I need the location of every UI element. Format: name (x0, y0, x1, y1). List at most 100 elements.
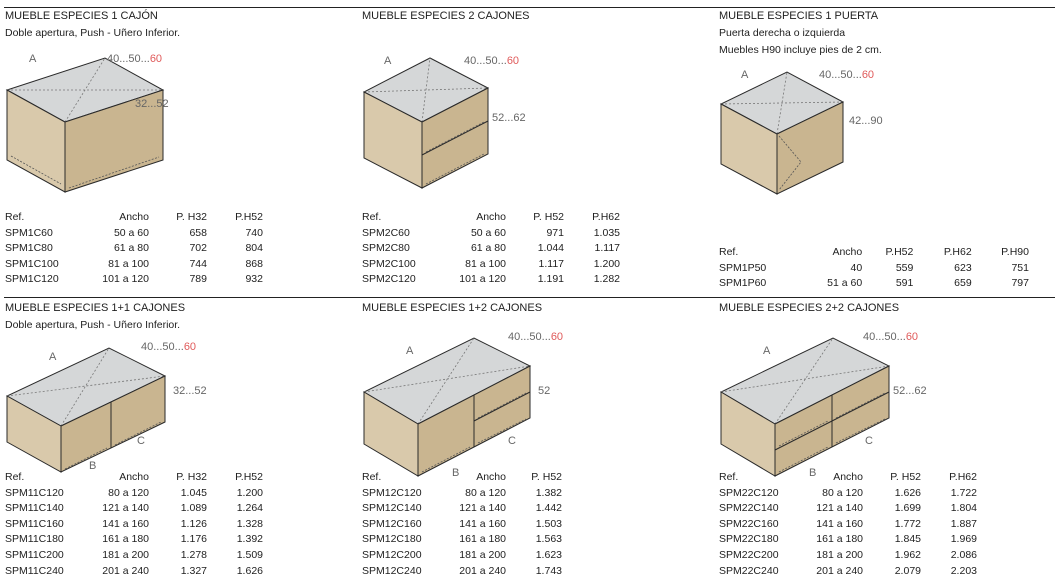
table-row: SPM22C140 121 a 140 1.699 1.804 (719, 501, 977, 517)
dim-label-a: A (384, 55, 392, 67)
ref-cell: SPM11C200 (5, 548, 64, 561)
ref-cell: SPM12C120 (362, 486, 422, 499)
value-cell: 61 a 80 (113, 242, 149, 255)
value-cell: 80 a 120 (465, 486, 506, 499)
ref-cell: SPM11C140 (5, 502, 64, 515)
value-cell: 1.969 (950, 533, 977, 546)
dim-label-c: C (137, 435, 145, 447)
column-header: Ancho (476, 471, 506, 483)
price-table: Ref. Ancho P. H32 P.H52 SPM11C120 80 a 120 1.0… (5, 470, 263, 579)
table-row: SPM22C200 181 a 200 1.962 2.086 (719, 548, 977, 564)
value-cell: 181 a 200 (459, 548, 506, 561)
ref-cell: SPM12C160 (362, 517, 422, 530)
value-cell: 141 a 160 (459, 517, 506, 530)
value-cell: 80 a 120 (108, 486, 149, 499)
dim-label-b: B (89, 460, 97, 472)
dim-height: 52...62 (893, 385, 927, 397)
value-cell: 1.282 (593, 273, 620, 286)
table-row: SPM12C200 181 a 200 1.623 (362, 548, 562, 564)
ref-cell: SPM11C180 (5, 533, 64, 546)
table-row: SPM11C180 161 a 180 1.176 1.392 (5, 532, 263, 548)
cabinet-illustration: A 40...50...60 52...62 (362, 55, 526, 189)
value-cell: 1.962 (894, 548, 921, 561)
dim-label-b: B (452, 467, 460, 479)
table-header-row: Ref. Ancho P. H52 P.H62 (719, 470, 977, 486)
dim-height: 52...62 (492, 112, 526, 124)
value-cell: 1.328 (236, 517, 263, 530)
table-row: SPM22C180 161 a 180 1.845 1.969 (719, 532, 977, 548)
price-table: Ref. Ancho P. H52 P.H62 SPM2C60 50 a 60 971 1.0… (362, 210, 620, 288)
value-cell: 2.203 (950, 564, 977, 577)
cabinet-illustration: A 40...50...60 52 C (362, 331, 563, 477)
value-cell: 101 a 120 (459, 273, 506, 286)
table-row: SPM1C120 101 a 120 789 932 (5, 272, 263, 288)
value-cell: 1.176 (180, 533, 207, 546)
table-row: SPM12C140 121 a 140 1.442 (362, 501, 562, 517)
value-cell: 201 a 240 (102, 564, 149, 577)
value-cell: 51 a 60 (827, 277, 863, 290)
column-header: Ref. (362, 211, 382, 223)
value-cell: 201 a 240 (459, 564, 506, 577)
value-cell: 1.089 (180, 502, 207, 515)
column-header: Ref. (719, 471, 739, 483)
ref-cell: SPM11C160 (5, 517, 64, 530)
ref-cell: SPM2C100 (362, 257, 416, 270)
value-cell: 161 a 180 (816, 533, 863, 546)
column-header: P. H52 (531, 471, 562, 483)
value-cell: 1.509 (236, 548, 263, 561)
table-header-row: Ref. Ancho P. H52 (362, 470, 562, 486)
value-cell: 1.699 (894, 502, 921, 515)
dim-width: 40...50...60 (107, 53, 162, 65)
table-row: SPM22C120 80 a 120 1.626 1.722 (719, 486, 977, 502)
value-cell: 804 (245, 242, 263, 255)
value-cell: 1.772 (894, 517, 921, 530)
value-cell: 1.191 (537, 273, 564, 286)
dim-width: 40...50...60 (863, 331, 918, 343)
ref-cell: SPM1P60 (719, 277, 767, 290)
panel-1-1-cajones: MUEBLE ESPECIES 1+1 CAJONES Doble apertu… (5, 302, 357, 585)
panel-title: MUEBLE ESPECIES 2 CAJONES (362, 10, 530, 22)
cabinet-illustration: A 40...50...60 42...90 (719, 69, 883, 195)
ref-cell: SPM22C240 (719, 564, 779, 577)
middle-rule (4, 297, 1055, 298)
panel-title: MUEBLE ESPECIES 1+1 CAJONES (5, 302, 186, 314)
value-cell: 1.327 (180, 564, 207, 577)
dim-height: 42...90 (849, 115, 883, 127)
cabinet-illustration: A 40...50...60 52...62 C (719, 331, 927, 477)
value-cell: 1.044 (537, 242, 564, 255)
ref-cell: SPM12C200 (362, 548, 422, 561)
table-row: SPM1P50 40 559 623 751 (719, 261, 1029, 277)
panel-subtitle: Puerta derecha o izquierda (719, 27, 846, 39)
value-cell: 1.623 (535, 548, 562, 561)
table-row: SPM11C160 141 a 160 1.126 1.328 (5, 517, 263, 533)
panel-title: MUEBLE ESPECIES 1+2 CAJONES (362, 302, 543, 314)
panel-title: MUEBLE ESPECIES 1 CAJÓN (5, 10, 158, 22)
ref-cell: SPM1C100 (5, 257, 59, 270)
dim-label-b: B (809, 467, 817, 479)
table-row: SPM11C120 80 a 120 1.045 1.200 (5, 486, 263, 502)
value-cell: 81 a 100 (108, 257, 149, 270)
ref-cell: SPM22C200 (719, 548, 779, 561)
column-header: Ancho (833, 471, 863, 483)
column-header: P. H32 (176, 471, 207, 483)
column-header: P.H52 (235, 471, 263, 483)
panel-subtitle: Muebles H90 incluye pies de 2 cm. (719, 44, 882, 56)
ref-cell: SPM2C60 (362, 226, 410, 239)
value-cell: 1.626 (894, 486, 921, 499)
dim-label-a: A (763, 345, 771, 357)
value-cell: 658 (189, 226, 207, 239)
value-cell: 80 a 120 (822, 486, 863, 499)
value-cell: 121 a 140 (459, 502, 506, 515)
panel-title: MUEBLE ESPECIES 2+2 CAJONES (719, 302, 900, 314)
table-row: SPM11C200 181 a 200 1.278 1.509 (5, 548, 263, 564)
panel-1-2-cajones: MUEBLE ESPECIES 1+2 CAJONES A 40...50...… (362, 302, 714, 585)
value-cell: 1.200 (236, 486, 263, 499)
ref-cell: SPM1P50 (719, 261, 767, 274)
column-header: Ancho (119, 471, 149, 483)
dim-label-a: A (406, 345, 414, 357)
table-row: SPM12C120 80 a 120 1.382 (362, 486, 562, 502)
value-cell: 181 a 200 (102, 548, 149, 561)
value-cell: 1.035 (593, 226, 620, 239)
panel-subtitle: Doble apertura, Push - Uñero Inferior. (5, 27, 181, 39)
value-cell: 744 (189, 257, 207, 270)
